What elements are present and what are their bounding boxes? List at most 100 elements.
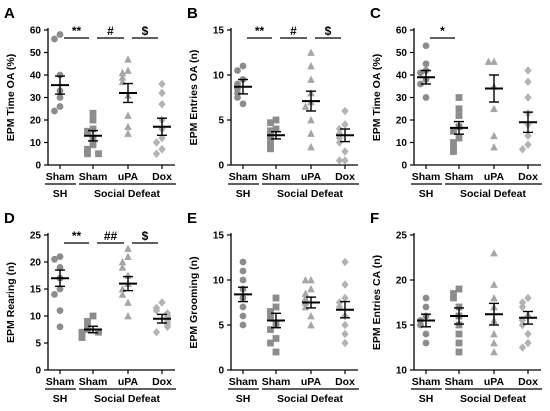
y-tick-label: 30 xyxy=(396,93,408,104)
data-point xyxy=(239,303,247,311)
data-point xyxy=(239,321,247,329)
x-tick-label: Dox xyxy=(518,376,538,388)
data-point xyxy=(267,134,274,142)
data-point xyxy=(335,138,344,147)
data-point xyxy=(272,335,280,342)
data-point xyxy=(51,107,58,115)
data-point xyxy=(267,326,274,333)
data-point xyxy=(341,293,349,303)
y-tick-label: 25 xyxy=(30,231,42,242)
data-point xyxy=(484,57,493,65)
data-point xyxy=(124,55,132,63)
data-point xyxy=(335,129,344,138)
data-point xyxy=(95,150,102,158)
significance-label: ** xyxy=(72,24,82,38)
group-label-social-defeat: Social Defeat xyxy=(277,393,343,405)
data-point xyxy=(272,303,280,311)
data-point xyxy=(490,131,498,140)
data-point xyxy=(422,42,430,50)
y-tick-label: 10 xyxy=(213,276,225,287)
data-point xyxy=(51,255,58,263)
data-point xyxy=(152,328,161,337)
data-point xyxy=(341,338,349,348)
data-point xyxy=(124,129,132,137)
x-tick-label: Sham xyxy=(229,171,258,183)
y-axis-label: EPM Rearing (n) xyxy=(5,262,17,343)
data-point xyxy=(84,145,91,153)
data-point xyxy=(341,320,349,330)
data-point xyxy=(158,133,166,143)
x-tick-label: Sham xyxy=(229,376,258,388)
y-tick-label: 5 xyxy=(35,339,41,350)
data-point xyxy=(422,294,430,302)
data-point xyxy=(158,88,166,98)
data-point xyxy=(307,143,315,151)
significance-label: ** xyxy=(255,24,265,38)
data-point xyxy=(78,334,86,341)
data-point xyxy=(163,322,172,331)
x-tick-label: Dox xyxy=(335,171,355,183)
data-point xyxy=(234,94,241,101)
data-point xyxy=(56,285,64,293)
significance-label: $ xyxy=(325,24,332,38)
data-point xyxy=(455,303,463,311)
x-tick-label: Sham xyxy=(46,171,75,183)
data-point xyxy=(490,57,498,65)
data-point xyxy=(518,316,527,325)
data-point xyxy=(518,302,527,312)
y-tick-label: 40 xyxy=(396,71,408,82)
y-tick-label: 20 xyxy=(396,116,408,127)
data-point xyxy=(84,150,91,158)
data-point xyxy=(524,66,532,75)
panel-letter: C xyxy=(370,5,381,22)
data-point xyxy=(267,308,274,315)
data-point xyxy=(450,294,457,302)
data-point xyxy=(335,156,344,165)
data-point xyxy=(524,140,532,149)
x-tick-label: uPA xyxy=(484,171,505,183)
x-tick-label: Sham xyxy=(262,171,291,183)
data-point xyxy=(158,298,166,307)
data-point xyxy=(335,302,344,312)
data-point xyxy=(417,80,424,88)
data-point xyxy=(307,116,315,124)
data-point xyxy=(118,68,127,77)
data-point xyxy=(307,129,315,137)
y-axis-label: EPM Entries CA (n) xyxy=(371,255,383,350)
group-label-sh: SH xyxy=(236,188,251,200)
data-point xyxy=(524,77,532,86)
y-tick-label: 50 xyxy=(30,48,42,59)
data-point xyxy=(455,285,463,293)
data-point xyxy=(335,124,344,134)
x-tick-label: uPA xyxy=(118,171,139,183)
data-point xyxy=(267,119,274,127)
data-point xyxy=(455,94,463,101)
data-point xyxy=(84,318,91,325)
data-point xyxy=(84,127,91,135)
y-tick-label: 0 xyxy=(218,161,224,172)
data-point xyxy=(490,280,498,288)
y-axis-label: EPM Time OA (%) xyxy=(5,54,17,142)
group-label-sh: SH xyxy=(236,393,251,405)
data-point xyxy=(239,258,247,266)
data-point xyxy=(239,312,247,320)
data-point xyxy=(301,294,310,302)
data-point xyxy=(89,125,97,133)
data-point xyxy=(490,330,498,338)
x-tick-label: uPA xyxy=(301,171,322,183)
y-tick-label: 15 xyxy=(213,26,225,37)
data-point xyxy=(455,348,463,356)
data-point xyxy=(455,134,463,142)
data-point xyxy=(524,338,532,348)
data-point xyxy=(267,312,274,320)
data-point xyxy=(239,62,247,70)
panel-letter: D xyxy=(4,210,15,227)
data-point xyxy=(158,100,166,109)
y-tick-label: 60 xyxy=(396,26,408,37)
data-point xyxy=(455,339,463,347)
data-point xyxy=(455,105,463,113)
